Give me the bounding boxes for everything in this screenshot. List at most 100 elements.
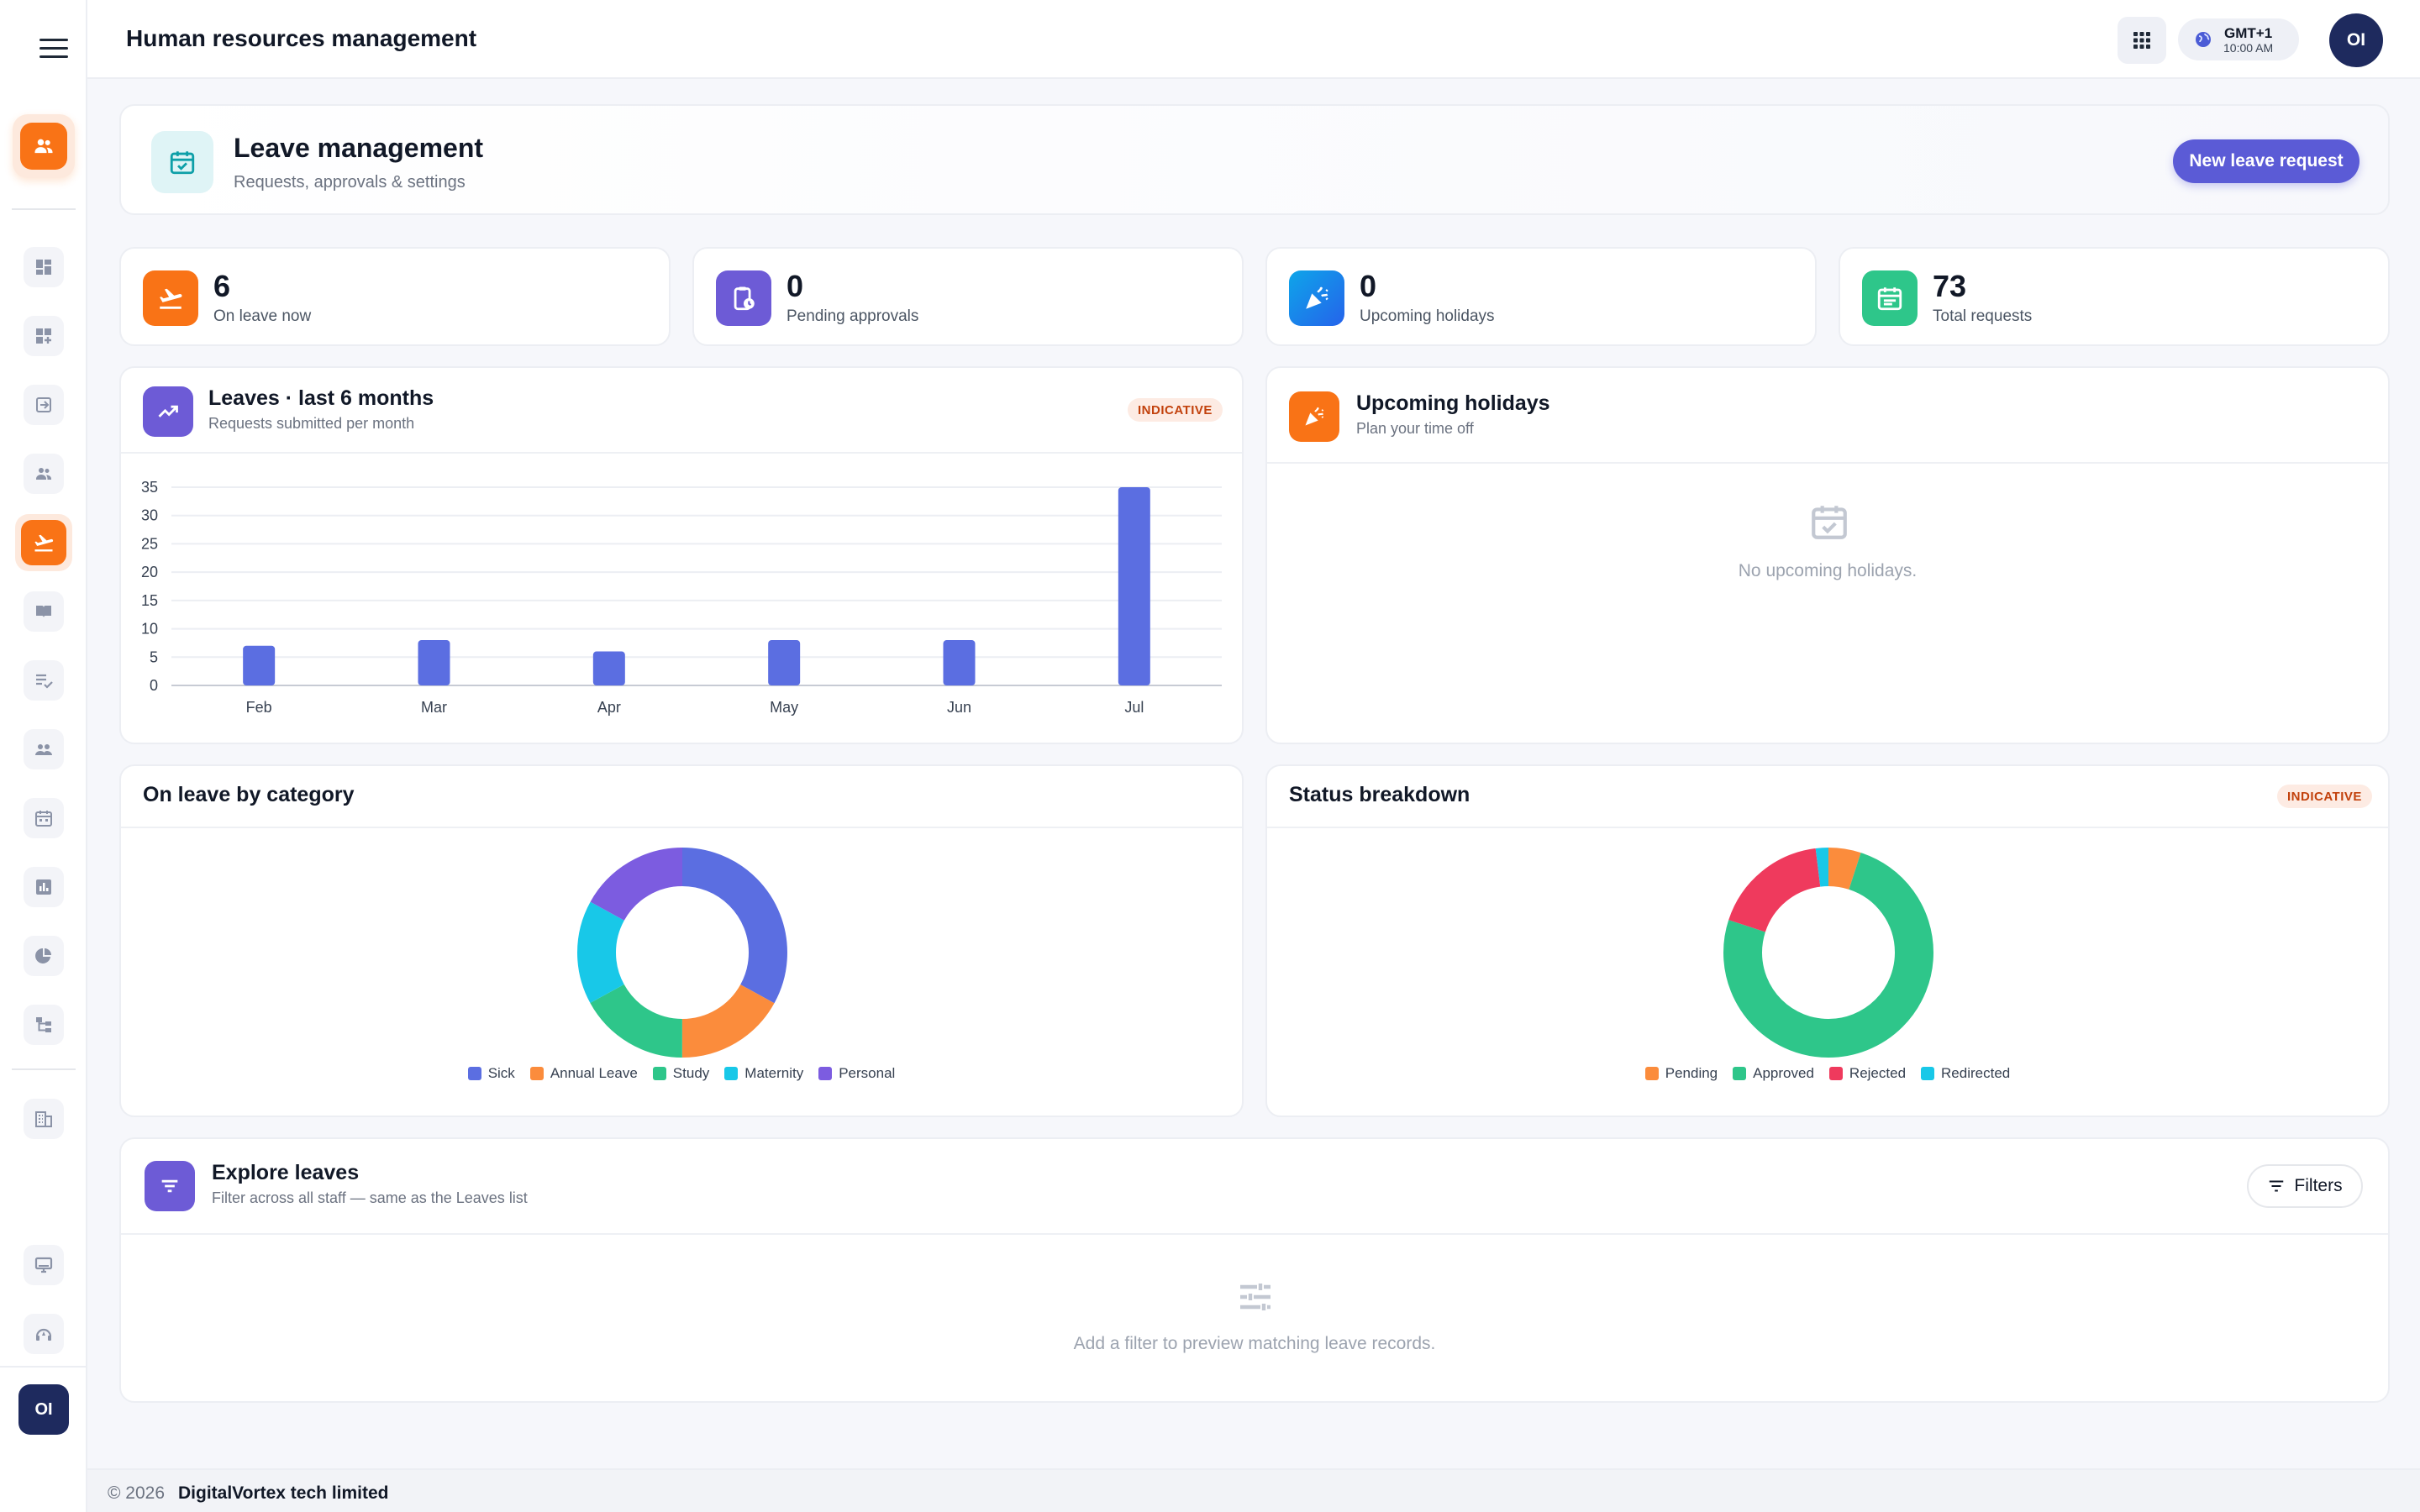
panel-subtitle: Plan your time off xyxy=(1356,420,1474,437)
legend-item[interactable]: Redirected xyxy=(1921,1065,2010,1082)
calendar-list-icon xyxy=(1862,270,1918,326)
bar[interactable] xyxy=(243,645,276,685)
footer: © 2026 DigitalVortex tech limited xyxy=(87,1468,2420,1512)
legend-item[interactable]: Approved xyxy=(1733,1065,1814,1082)
legend-item[interactable]: Rejected xyxy=(1828,1065,1907,1082)
donut-slice[interactable] xyxy=(577,848,787,1058)
leave-management-header: Leave management Requests, approvals & s… xyxy=(119,104,2390,215)
app-switch-button[interactable] xyxy=(13,114,75,178)
sidebar-item-groups[interactable] xyxy=(24,729,64,769)
new-leave-request-button[interactable]: New leave request xyxy=(2173,139,2360,183)
legend-item[interactable]: Personal xyxy=(818,1065,895,1082)
legend-item[interactable]: Annual Leave xyxy=(529,1065,638,1082)
leaves-bar-chart: 0 5 10 15 20 25 30 35 Feb Mar Apr May Jun Jul xyxy=(141,479,1222,716)
legend-label: Annual Leave xyxy=(550,1065,638,1081)
donut-slice[interactable] xyxy=(577,848,787,1058)
y-tick-label: 30 xyxy=(141,507,158,524)
bar[interactable] xyxy=(592,651,625,685)
stat-card-holidays[interactable]: 0 Upcoming holidays xyxy=(1265,247,1817,346)
sidebar-item-dashboard[interactable] xyxy=(24,247,64,287)
people-icon xyxy=(20,123,67,170)
pie-chart-icon xyxy=(35,948,51,963)
sidebar-item-analytics[interactable] xyxy=(24,936,64,976)
empty-state-text: No upcoming holidays. xyxy=(1738,561,1918,580)
x-tick-label: Jul xyxy=(1124,699,1144,716)
legend-label: Rejected xyxy=(1849,1065,1907,1081)
org-chart-icon xyxy=(36,1017,51,1032)
sidebar-item-login[interactable] xyxy=(24,385,64,425)
checklist-icon xyxy=(36,674,53,689)
panel-title: Leaves · last 6 months xyxy=(208,386,434,410)
legend-label: Study xyxy=(672,1065,710,1081)
x-tick-label: Mar xyxy=(421,699,447,716)
sidebar-item-devices[interactable] xyxy=(24,1245,64,1285)
group-icon xyxy=(35,744,52,755)
stat-card-on-leave[interactable]: 6 On leave now xyxy=(119,247,671,346)
filter-icon xyxy=(2270,1180,2284,1192)
leaves-chart-panel: Leaves · last 6 months Requests submitte… xyxy=(119,366,1244,744)
chart-legend: Pending Approved Rejected Redirected xyxy=(1267,1065,2388,1082)
y-tick-label: 25 xyxy=(141,535,158,552)
timezone-selector[interactable]: GMT+1 10:00 AM xyxy=(2178,18,2299,60)
legend-swatch xyxy=(1921,1067,1935,1080)
panel-title: On leave by category xyxy=(143,783,355,806)
user-avatar[interactable]: OI xyxy=(2329,13,2383,67)
sidebar-item-tasks[interactable] xyxy=(24,660,64,701)
filters-button-label: Filters xyxy=(2294,1176,2343,1195)
sidebar-item-handbook[interactable] xyxy=(24,591,64,632)
donut-slice[interactable] xyxy=(1723,848,1933,1058)
indicative-badge: INDICATIVE xyxy=(1128,398,1223,422)
indicative-badge: INDICATIVE xyxy=(2277,785,2372,808)
y-tick-label: 5 xyxy=(150,648,158,665)
legend-item[interactable]: Sick xyxy=(467,1065,515,1082)
sidebar-item-calendar[interactable] xyxy=(24,798,64,838)
panel-header: On leave by category xyxy=(121,766,1242,828)
legend-swatch xyxy=(1828,1067,1843,1080)
sidebar-item-support[interactable] xyxy=(24,1314,64,1354)
y-tick-label: 15 xyxy=(141,592,158,609)
panel-header: Leaves · last 6 months Requests submitte… xyxy=(121,368,1242,454)
sidebar-item-people[interactable] xyxy=(24,454,64,494)
building-icon xyxy=(35,1111,52,1127)
status-donut-chart xyxy=(1723,848,1933,1058)
sidebar: OI xyxy=(0,0,87,1512)
x-tick-label: Feb xyxy=(246,699,272,716)
panel-header: Status breakdown INDICATIVE xyxy=(1267,766,2388,828)
stat-label: On leave now xyxy=(213,307,312,325)
panel-subtitle: Requests submitted per month xyxy=(208,415,415,432)
sidebar-item-org-chart[interactable] xyxy=(24,1005,64,1045)
bar[interactable] xyxy=(418,640,450,685)
sidebar-item-widgets[interactable] xyxy=(24,316,64,356)
empty-state-text: Add a filter to preview matching leave r… xyxy=(1073,1334,1436,1353)
bar[interactable] xyxy=(943,640,976,685)
sidebar-item-leave[interactable] xyxy=(15,514,72,571)
stat-label: Total requests xyxy=(1933,307,2033,325)
legend-item[interactable]: Study xyxy=(652,1065,710,1082)
panel-subtitle: Filter across all staff — same as the Le… xyxy=(212,1189,528,1206)
sidebar-item-reports[interactable] xyxy=(24,867,64,907)
menu-toggle-icon[interactable] xyxy=(39,39,68,60)
tune-icon xyxy=(1235,1277,1276,1321)
sidebar-avatar[interactable]: OI xyxy=(18,1384,69,1435)
stat-card-total[interactable]: 73 Total requests xyxy=(1839,247,2390,346)
flight-takeoff-icon xyxy=(143,270,198,326)
upcoming-holidays-panel: Upcoming holidays Plan your time off No … xyxy=(1265,366,2390,744)
sidebar-item-company[interactable] xyxy=(24,1099,64,1139)
donut-slice[interactable] xyxy=(577,848,787,1058)
legend-item[interactable]: Maternity xyxy=(724,1065,803,1082)
legend-item[interactable]: Pending xyxy=(1644,1065,1718,1082)
add-widget-icon xyxy=(36,328,51,344)
filters-button[interactable]: Filters xyxy=(2247,1164,2363,1208)
support-icon xyxy=(35,1328,52,1341)
bar[interactable] xyxy=(768,640,801,685)
x-tick-label: May xyxy=(770,699,798,716)
trending-up-icon xyxy=(143,386,193,437)
bar[interactable] xyxy=(1118,487,1150,685)
clipboard-clock-icon xyxy=(716,270,771,326)
apps-grid-button[interactable] xyxy=(2118,17,2166,64)
stat-card-pending[interactable]: 0 Pending approvals xyxy=(692,247,1244,346)
stat-value: 0 xyxy=(1360,269,1377,303)
donut-slice[interactable] xyxy=(1723,848,1933,1058)
topbar: Human resources management GMT+1 10:00 A… xyxy=(87,0,2420,79)
legend-swatch xyxy=(467,1067,481,1080)
